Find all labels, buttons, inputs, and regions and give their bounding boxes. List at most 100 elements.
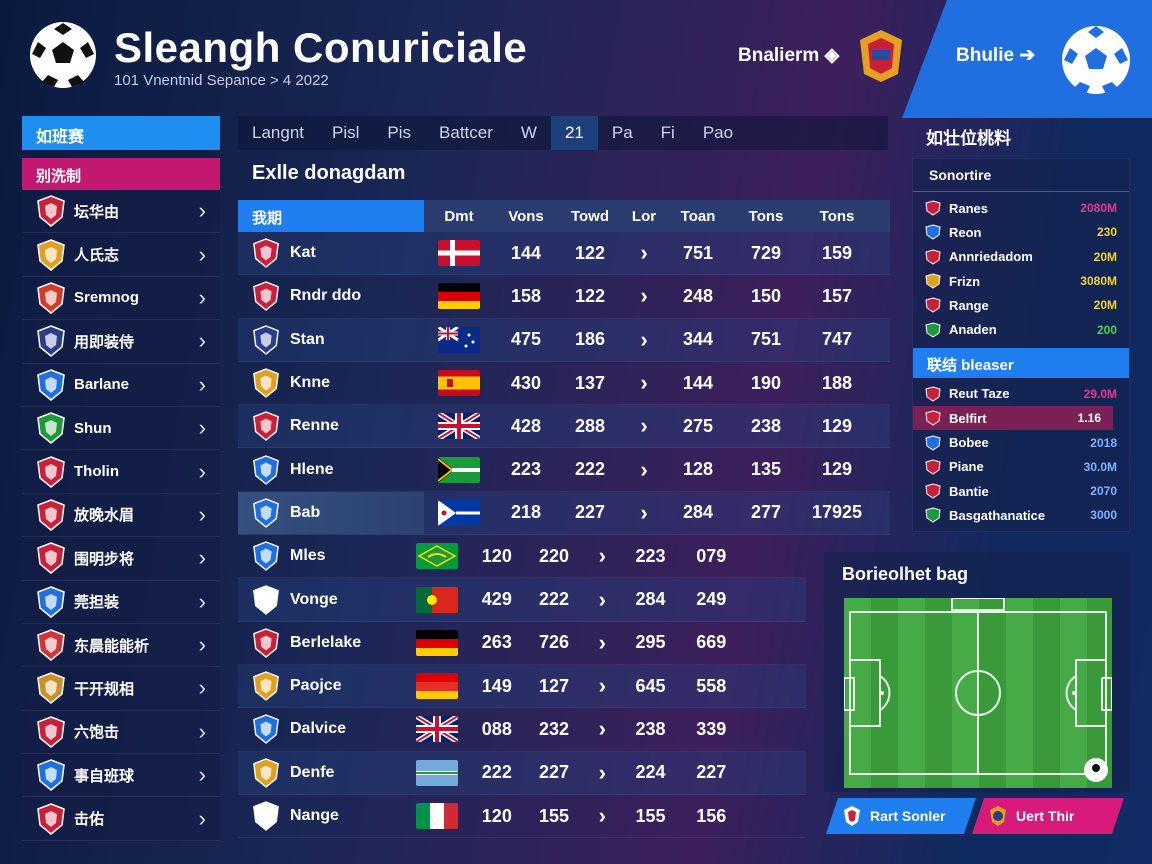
chevron-right-icon[interactable]: › [640, 499, 648, 525]
stat-row[interactable]: Annriedadom 20M [913, 245, 1129, 269]
table-row[interactable]: Nange 120 155 › 155 156 [238, 795, 806, 839]
tab[interactable]: W [520, 123, 537, 142]
stat-row[interactable]: Basgathanatice 3000 [913, 503, 1129, 527]
team-cell: Berlelake [238, 622, 406, 664]
chevron-right-icon[interactable]: › [598, 673, 606, 699]
chevron-right-icon[interactable]: › [640, 456, 648, 482]
start-button[interactable]: Rart Sonler [826, 798, 976, 834]
tab[interactable]: Pis [387, 123, 412, 142]
chevron-right-icon[interactable]: › [640, 240, 648, 266]
chevron-right-icon[interactable]: › [640, 326, 648, 352]
sidebar: 如班赛 别洗制 坛华由 › 人氏志 › Sremnog › 用即装侍 › Barlane › Shu… [22, 116, 220, 842]
chevron-right-icon[interactable]: › [598, 759, 606, 785]
table-row[interactable]: Berlelake 263 726 › 295 669 [238, 622, 806, 665]
sidebar-item[interactable]: 击佑 › [22, 797, 220, 841]
stat-row[interactable]: Frizn 3080M [913, 269, 1129, 293]
sidebar-item[interactable]: 事自班球 › [22, 754, 220, 798]
flag-icon [415, 543, 458, 570]
table-row[interactable]: Hlene 223 222 › 128 135 129 [238, 448, 890, 492]
stat-row[interactable]: Bobee 2018 [913, 430, 1129, 454]
table-row[interactable]: Denfe 222 227 › 224 227 [238, 751, 806, 795]
table-row[interactable]: Paojce 149 127 › 645 558 [238, 664, 806, 709]
team-crest-icon [37, 585, 65, 618]
header-link-left[interactable]: Bnalierm ◈ [738, 45, 840, 66]
header-link-right[interactable]: Bhulie ➔ [956, 45, 1036, 66]
next-button[interactable]: Uert Thir [972, 798, 1124, 834]
sidebar-item[interactable]: 干开规相 › [22, 667, 220, 711]
stat-row[interactable]: Piane 30.0M [913, 455, 1129, 479]
table-row[interactable]: Mles 120 220 › 223 079 [238, 535, 806, 579]
tab[interactable]: Pisl [332, 123, 360, 142]
column-header[interactable]: Lor [631, 207, 657, 225]
table-row[interactable]: Rndr ddo 158 122 › 248 150 157 [238, 275, 890, 319]
chevron-right-icon[interactable]: › [598, 803, 606, 828]
tab[interactable]: Langnt [252, 123, 304, 142]
sidebar-item[interactable]: Sremnog › [22, 277, 220, 321]
stat-cell: 277 [750, 502, 782, 523]
stat-row[interactable]: Reon 230 [913, 220, 1129, 244]
team-crest-icon [253, 714, 279, 745]
tab[interactable]: Pa [611, 123, 633, 142]
team-name: Paojce [290, 677, 342, 695]
sidebar-item[interactable]: Tholin › [22, 450, 220, 494]
chevron-right-icon[interactable]: › [640, 370, 648, 396]
team-crest-icon [253, 584, 279, 615]
column-header[interactable]: Toan [680, 207, 716, 225]
table-row[interactable]: Vonge 429 222 › 284 249 [238, 578, 806, 622]
chevron-right-icon[interactable]: › [640, 413, 648, 439]
table-row[interactable]: Bab 218 227 › 284 277 17925 [238, 491, 890, 536]
table-row[interactable]: Stan 475 186 › 344 751 747 [238, 318, 890, 362]
table-row[interactable]: Knne 430 137 › 144 190 188 [238, 362, 890, 406]
stat-row[interactable]: Belfirt 1.16 [913, 406, 1113, 431]
stat-row[interactable]: Range 20M [913, 293, 1129, 317]
sidebar-item[interactable]: Barlane › [22, 364, 220, 407]
column-header[interactable]: Towd [570, 207, 610, 225]
sidebar-item[interactable]: 围明步将 › [22, 537, 220, 581]
stat-row[interactable]: Bantie 2070 [913, 479, 1129, 503]
team-crest-icon [253, 671, 279, 702]
chevron-right-icon[interactable]: › [640, 283, 648, 309]
flag-icon [415, 629, 458, 656]
team-crest-icon [253, 281, 279, 312]
team-name: Rndr ddo [290, 287, 362, 305]
tab[interactable]: Battcer [439, 123, 493, 142]
sidebar-item[interactable]: 莞担装 › [22, 581, 220, 624]
column-header[interactable]: 我期 [238, 200, 424, 232]
sidebar-subheader[interactable]: 别洗制 [22, 158, 220, 190]
flag-cell [424, 413, 494, 440]
table-row[interactable]: Kat 144 122 › 751 729 159 [238, 232, 890, 276]
table-row[interactable]: Renne 428 288 › 275 238 129 [238, 405, 890, 449]
shield-icon [925, 249, 941, 265]
stat-row[interactable]: Ranes 2080M [913, 196, 1129, 220]
sidebar-item[interactable]: 用即装侍 › [22, 320, 220, 364]
sidebar-item[interactable]: 东晨能能析 › [22, 624, 220, 668]
column-header[interactable]: Vons [508, 207, 544, 225]
stat-row[interactable]: Anaden 200 [913, 317, 1129, 341]
column-header[interactable]: Tons [819, 207, 855, 225]
sidebar-header[interactable]: 如班赛 [22, 116, 220, 150]
tab[interactable]: 21 [550, 116, 598, 150]
sidebar-item[interactable]: 六饱击 › [22, 711, 220, 755]
team-cell: Renne [238, 405, 424, 447]
stat-cell: 079 [696, 545, 727, 566]
chevron-right-icon[interactable]: › [598, 586, 606, 612]
stat-row[interactable]: Reut Taze 29.0M [913, 382, 1129, 406]
sidebar-item[interactable]: 放晚水眉 › [22, 494, 220, 538]
tab[interactable]: Fi [660, 123, 675, 142]
chevron-right-icon[interactable]: › [598, 716, 606, 742]
chevron-right-icon[interactable]: › [598, 543, 606, 569]
right-panel-band[interactable]: 联结 bleaser [913, 347, 1129, 378]
chevron-right-icon[interactable]: › [598, 629, 606, 655]
column-header[interactable]: Tons [748, 207, 784, 225]
stat-cell: 122 [574, 285, 606, 306]
sidebar-item[interactable]: 人氏志 › [22, 233, 220, 277]
table-row[interactable]: Dalvice 088 232 › 238 339 [238, 708, 806, 752]
sidebar-item[interactable]: Shun › [22, 407, 220, 451]
tab[interactable]: Pao [702, 123, 734, 142]
sidebar-item-label: Sremnog [74, 289, 140, 307]
column-header[interactable]: Dmt [444, 207, 474, 225]
sidebar-item[interactable]: 坛华由 › [22, 190, 220, 234]
stat-cell: 223 [635, 545, 666, 566]
shield-icon [925, 297, 941, 313]
stat-cell: 137 [574, 372, 606, 393]
